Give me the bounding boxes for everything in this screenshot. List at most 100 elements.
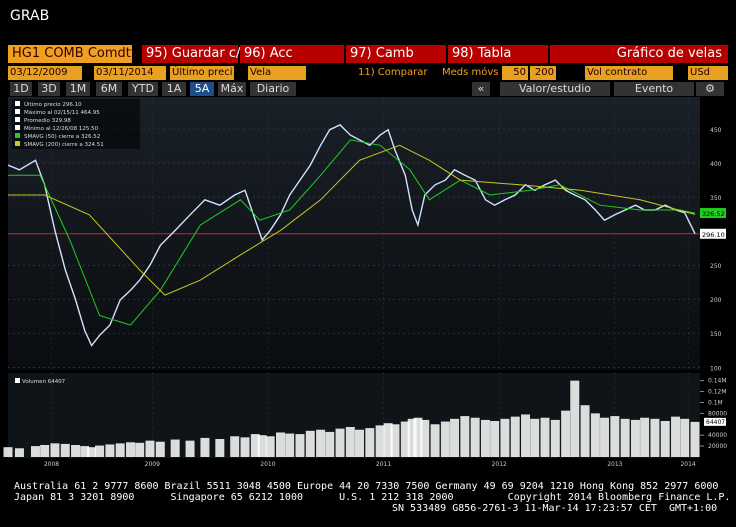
legend-swatch (15, 125, 20, 130)
x-tick-label: 2009 (145, 461, 160, 468)
currency-select[interactable]: USd (688, 66, 728, 80)
frequency-select[interactable]: Diario (250, 82, 296, 96)
chart-type: Gráfico de velas (550, 45, 728, 63)
menu-button[interactable]: 98) Tabla (448, 45, 548, 63)
volume-bar (500, 418, 510, 457)
y-tick-label: 20000 (708, 443, 727, 450)
volume-bar (185, 440, 195, 457)
volume-bar (355, 429, 365, 457)
x-tick-label: 2013 (607, 461, 622, 468)
style-select[interactable]: Vela (248, 66, 306, 80)
volume-bar (413, 417, 423, 457)
volume-bar (540, 417, 550, 457)
volume-tag (704, 417, 726, 426)
field-select[interactable]: Último preci (170, 66, 234, 80)
volume-bar (250, 434, 260, 457)
legend-swatch (15, 101, 20, 106)
y-tick-label: 350 (710, 195, 722, 202)
legend-entry: SMAVG (50) cierre a 326.52 (24, 134, 100, 140)
volume-bar (71, 445, 81, 457)
volume-bar (530, 418, 540, 457)
volume-bar (335, 428, 345, 457)
collapse-button[interactable]: « (472, 82, 490, 96)
volume-bar (365, 428, 375, 457)
y-tick-label: 0.14M (708, 378, 727, 385)
x-tick-label: 2008 (44, 461, 59, 468)
menu-button[interactable]: 95) Guardar c/ (142, 45, 240, 63)
y-tick-label: 0.1M (708, 399, 723, 406)
volume-select[interactable]: Vol contrato (585, 66, 673, 80)
volume-bar (690, 421, 700, 457)
security-field[interactable]: HG1 COMB Comdty (8, 45, 139, 63)
volume-bar (660, 421, 670, 457)
y-tick-label: 250 (710, 263, 722, 270)
price-line (7, 124, 696, 347)
price-tag (700, 208, 726, 219)
volume-bar (95, 445, 105, 457)
price-tag-label: 326.52 (702, 210, 725, 218)
volume-bar (30, 446, 40, 457)
volume-bar (521, 414, 531, 457)
volume-bar (135, 442, 145, 457)
volume-bar (383, 423, 393, 457)
footer-line: Japan 81 3 3201 8900 Singapore 65 6212 1… (14, 492, 731, 503)
volume-bar (105, 444, 115, 457)
settings-button[interactable]: ⚙ (696, 82, 724, 96)
volume-bar (170, 439, 180, 457)
event-button[interactable]: Evento (614, 82, 694, 96)
volume-bar (400, 421, 410, 457)
volume-bar (345, 427, 355, 457)
range-button[interactable]: 6M (96, 82, 122, 96)
volume-bar (295, 434, 305, 457)
volume-bar (285, 433, 295, 457)
compare-button[interactable]: 11) Comparar (356, 66, 436, 80)
range-button[interactable]: 1D (10, 82, 32, 96)
volume-bar (3, 447, 13, 457)
end-date[interactable]: 03/11/2014 (94, 66, 166, 80)
legend-swatch (15, 117, 20, 122)
range-button[interactable]: 1A (162, 82, 186, 96)
range-button[interactable]: 1M (66, 82, 90, 96)
ma-field[interactable]: 50 (502, 66, 528, 80)
x-tick-label: 2011 (376, 461, 391, 468)
volume-bar (550, 419, 560, 457)
volume-bar (510, 416, 520, 457)
legend-entry: Máximo al 02/15/11 464.95 (24, 109, 100, 116)
volume-bar (257, 435, 267, 457)
volume-bar (440, 421, 450, 457)
window-title: GRAB (10, 8, 50, 24)
menu-button[interactable]: 96) Acc (240, 45, 344, 63)
range-button[interactable]: YTD (128, 82, 158, 96)
study-button[interactable]: Valor/estudio (500, 82, 610, 96)
ma-field[interactable]: 200 (530, 66, 556, 80)
volume-bar (420, 419, 430, 457)
volume-bar (450, 418, 460, 457)
x-tick-label: 2012 (492, 461, 507, 468)
volume-bar (630, 419, 640, 457)
range-button[interactable]: 3D (38, 82, 60, 96)
menu-button[interactable]: 97) Camb (346, 45, 446, 63)
legend-swatch (15, 109, 20, 114)
x-tick-label: 2010 (260, 461, 275, 468)
range-button[interactable]: Máx (218, 82, 246, 96)
volume-bar (580, 405, 590, 457)
volume-bar (145, 440, 155, 457)
volume-tag-label: 64407 (706, 419, 725, 426)
volume-bar (375, 425, 385, 457)
volume-bar (590, 413, 600, 457)
y-tick-label: 200 (710, 297, 722, 304)
start-date[interactable]: 03/12/2009 (8, 66, 82, 80)
volume-bar (480, 419, 490, 457)
volume-bar (80, 446, 90, 457)
footer-line: SN 533489 G856-2761-3 11-Mar-14 17:23:57… (392, 503, 718, 514)
volume-bar (316, 429, 326, 457)
volume-bar (40, 445, 50, 457)
volume-bar (200, 437, 210, 457)
range-button[interactable]: 5A (190, 82, 214, 96)
y-tick-label: 400 (710, 161, 722, 168)
ma-label: Meds móvs (440, 66, 500, 80)
legend-entry: Volumen 64407 (22, 379, 66, 385)
legend-box (12, 99, 140, 149)
legend-swatch (15, 133, 20, 138)
volume-bar (325, 431, 335, 457)
